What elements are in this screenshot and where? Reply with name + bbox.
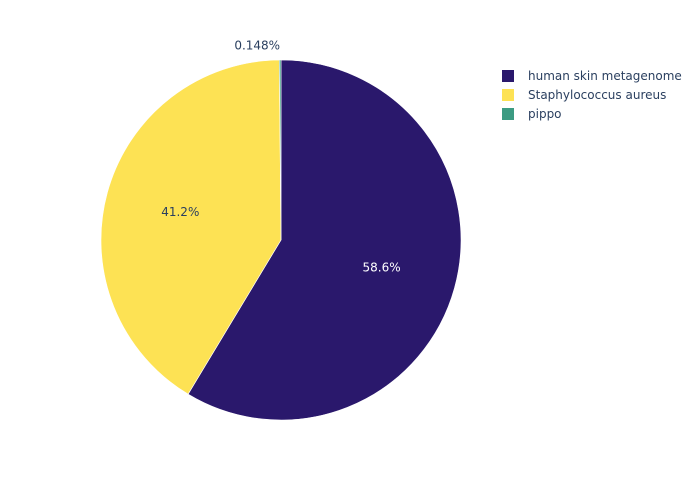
legend-label: human skin metagenome: [528, 68, 682, 83]
legend-label: pippo: [528, 106, 562, 121]
legend-swatch: [502, 107, 514, 120]
pie-slice-human-skin-metagenome[interactable]: [187, 59, 462, 421]
pie-slice-label: 58.6%: [363, 260, 401, 274]
pie-slice-pippo[interactable]: [279, 59, 282, 241]
legend-swatch: [502, 88, 514, 101]
legend-item-pippo[interactable]: pippo: [502, 104, 682, 123]
pie-slice-label: 41.2%: [161, 205, 199, 219]
legend-item-staphylococcus-aureus[interactable]: Staphylococcus aureus: [502, 85, 682, 104]
pie-slice-staphylococcus-aureus[interactable]: [100, 59, 282, 395]
legend-item-human-skin-metagenome[interactable]: human skin metagenome: [502, 66, 682, 85]
legend: human skin metagenome Staphylococcus aur…: [502, 66, 682, 123]
legend-label: Staphylococcus aureus: [528, 87, 667, 102]
pie-slice-label: 0.148%: [234, 39, 280, 53]
legend-swatch: [502, 69, 514, 82]
